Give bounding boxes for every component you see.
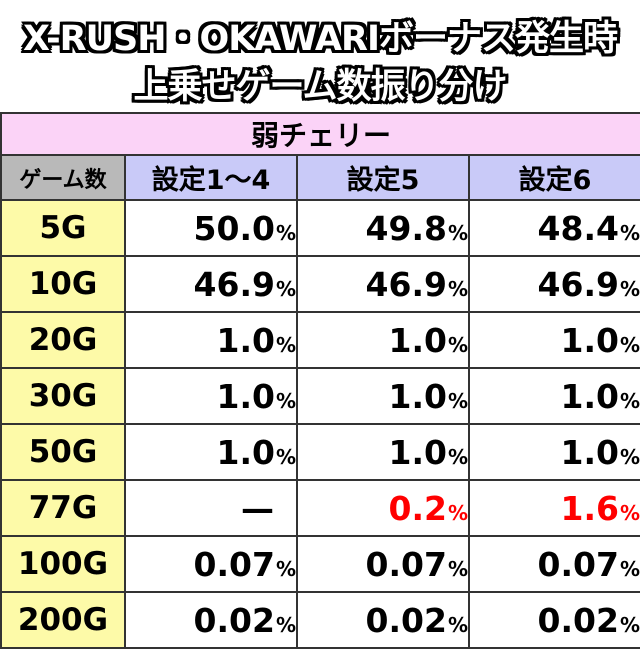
column-header-setting-6: 設定6 [467, 154, 640, 201]
column-header-games: ゲーム数 [0, 154, 126, 201]
percent-sign: % [275, 444, 296, 469]
distribution-table: 弱チェリー ゲーム数 設定1～4 設定5 設定6 5G 50.0% 49.8% 48.… [0, 112, 640, 649]
percent-sign: % [619, 332, 640, 357]
percent-sign: % [447, 220, 468, 245]
percent-sign: % [275, 612, 296, 637]
game-count-cell: 200G [0, 591, 126, 649]
percentage-value: 1.0 [216, 320, 275, 360]
percentage-value: 48.4 [537, 208, 619, 248]
percent-sign: % [447, 388, 468, 413]
game-count-cell: 30G [0, 367, 126, 425]
percentage-value: 0.02 [193, 600, 275, 640]
percentage-value: 0.07 [193, 544, 275, 584]
page-title-line-1: X-RUSH・OKAWARIボーナス発生時 [22, 19, 618, 59]
table-row: 77G —0.2% 1.6% [0, 479, 640, 537]
percent-sign: % [447, 556, 468, 581]
percentage-value: 50.0 [193, 208, 275, 248]
percentage-value: 1.6 [560, 488, 619, 528]
percent-sign: % [619, 612, 640, 637]
table-row: 20G 1.0% 1.0% 1.0% [0, 311, 640, 369]
percentage-value: 0.07 [365, 544, 447, 584]
percentage-cell: 50.0% [124, 199, 298, 257]
percentage-value: 0.02 [365, 600, 447, 640]
percentage-cell: 1.0% [467, 423, 640, 481]
percent-sign: % [619, 220, 640, 245]
percentage-cell: 1.0% [124, 423, 298, 481]
percentage-value: 46.9 [193, 264, 275, 304]
percentage-value: 0.02 [537, 600, 619, 640]
percentage-value: 1.0 [216, 432, 275, 472]
table-row: 50G 1.0% 1.0% 1.0% [0, 423, 640, 481]
table-row: 100G 0.07% 0.07% 0.07% [0, 535, 640, 593]
percent-sign: % [275, 332, 296, 357]
percentage-value: 46.9 [537, 264, 619, 304]
percentage-value: 1.0 [216, 376, 275, 416]
percent-sign: % [275, 388, 296, 413]
percent-sign: % [447, 612, 468, 637]
percentage-cell: 48.4% [467, 199, 640, 257]
percentage-cell: 0.02% [296, 591, 470, 649]
percentage-value: 1.0 [560, 320, 619, 360]
column-header-setting-1-4: 設定1～4 [124, 154, 298, 201]
table-row: 5G 50.0% 49.8% 48.4% [0, 199, 640, 257]
percentage-cell: 1.0% [124, 367, 298, 425]
percent-sign: % [619, 500, 640, 525]
percent-sign: % [275, 276, 296, 301]
game-count-cell: 100G [0, 535, 126, 593]
game-count-cell: 77G [0, 479, 126, 537]
column-header-setting-5: 設定5 [296, 154, 470, 201]
percent-sign: % [619, 276, 640, 301]
percentage-cell: 0.2% [296, 479, 470, 537]
game-count-cell: 5G [0, 199, 126, 257]
percentage-cell: 0.02% [124, 591, 298, 649]
percent-sign: % [447, 276, 468, 301]
percent-sign: % [447, 500, 468, 525]
percent-sign: % [275, 220, 296, 245]
percentage-cell: 46.9% [296, 255, 470, 313]
percentage-cell: 1.0% [467, 311, 640, 369]
percentage-cell: 1.0% [296, 423, 470, 481]
percentage-value: 49.8 [365, 208, 447, 248]
percentage-cell: 46.9% [467, 255, 640, 313]
percentage-cell: 1.0% [124, 311, 298, 369]
percentage-cell: 0.02% [467, 591, 640, 649]
percentage-value: 46.9 [365, 264, 447, 304]
percent-sign: % [447, 444, 468, 469]
percentage-value: 1.0 [560, 376, 619, 416]
game-count-cell: 10G [0, 255, 126, 313]
percentage-cell: — [124, 479, 298, 537]
table-row: 30G 1.0% 1.0% 1.0% [0, 367, 640, 425]
percentage-value: 1.0 [560, 432, 619, 472]
percent-sign: % [619, 388, 640, 413]
percent-sign: % [619, 556, 640, 581]
percentage-value: 0.07 [537, 544, 619, 584]
category-header: 弱チェリー [0, 112, 640, 156]
percentage-cell: 1.0% [467, 367, 640, 425]
table-row: 200G 0.02% 0.02% 0.02% [0, 591, 640, 649]
percentage-value: 0.2 [388, 488, 447, 528]
percentage-value: — [241, 488, 274, 528]
page-title-line-2: 上乗せゲーム数振り分け [133, 67, 508, 107]
percentage-value: 1.0 [388, 432, 447, 472]
percent-sign: % [275, 556, 296, 581]
title-block: X-RUSH・OKAWARIボーナス発生時 上乗せゲーム数振り分け [0, 0, 640, 110]
table-row: 10G 46.9% 46.9% 46.9% [0, 255, 640, 313]
game-count-cell: 20G [0, 311, 126, 369]
percentage-cell: 0.07% [296, 535, 470, 593]
percent-sign: % [619, 444, 640, 469]
percentage-cell: 46.9% [124, 255, 298, 313]
percent-sign: % [447, 332, 468, 357]
percentage-cell: 0.07% [467, 535, 640, 593]
game-count-cell: 50G [0, 423, 126, 481]
percentage-cell: 1.6% [467, 479, 640, 537]
percentage-cell: 1.0% [296, 311, 470, 369]
percentage-cell: 1.0% [296, 367, 470, 425]
percentage-cell: 49.8% [296, 199, 470, 257]
percentage-cell: 0.07% [124, 535, 298, 593]
percentage-value: 1.0 [388, 376, 447, 416]
percentage-value: 1.0 [388, 320, 447, 360]
